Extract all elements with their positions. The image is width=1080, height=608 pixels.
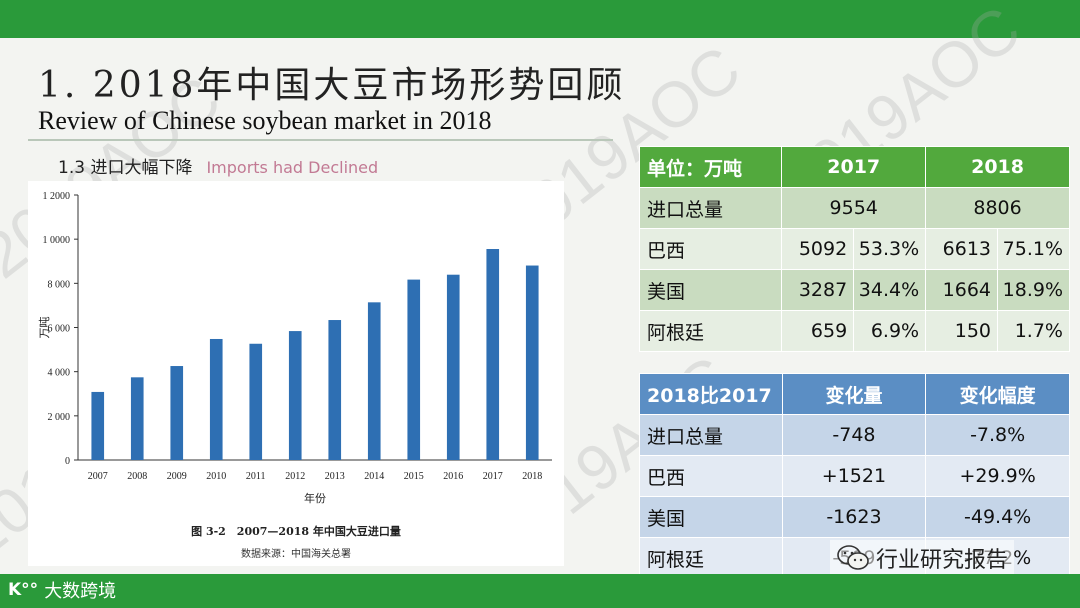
x-axis-label: 年份 — [304, 491, 326, 505]
title-divider — [28, 139, 613, 141]
x-tick-label: 2007 — [88, 471, 108, 482]
bar-2011 — [249, 343, 263, 460]
top-green-bar — [0, 0, 1080, 38]
table2-header-pct: 变化幅度 — [925, 373, 1070, 415]
cell-pct: -7.8% — [925, 414, 1070, 456]
bar-2017 — [486, 249, 500, 460]
bar-chart: 0 2 000 4 000 6 000 8 000 1 0000 1 2000 万吨 2007 2… — [38, 191, 552, 505]
wechat-account-name: 行业研究报告 — [876, 548, 1009, 573]
table1-header-2017: 2017 — [781, 146, 927, 188]
bar-2014 — [367, 302, 381, 460]
wechat-account-badge: 行业研究报告 — [830, 540, 1015, 576]
table-row: 进口总量 -748 -7.8% — [639, 414, 1070, 456]
wechat-icon — [837, 545, 869, 570]
brand-logo-icon: K°° — [8, 580, 39, 600]
x-tick-label: 2011 — [246, 471, 266, 482]
row-label: 阿根廷 — [638, 310, 783, 352]
bar-2013 — [328, 320, 342, 460]
cell-2018-share: 18.9% — [997, 269, 1070, 311]
bar-2008 — [130, 377, 144, 460]
cell-2018-share: 75.1% — [997, 228, 1070, 270]
x-tick-label: 2016 — [443, 471, 463, 482]
table2-header-change: 变化量 — [781, 373, 927, 415]
cell-pct: -49.4% — [925, 496, 1070, 538]
slide-title-en: Review of Chinese soybean market in 2018 — [38, 106, 492, 135]
brand-logo-text: 大数跨境 — [44, 581, 117, 602]
row-label: 美国 — [639, 496, 783, 538]
slide-title-cn: 1. 2018年中国大豆市场形势回顾 — [38, 65, 626, 106]
cell-2017: 3287 — [781, 269, 855, 311]
cell-2017: 659 — [781, 310, 855, 352]
bar-2009 — [170, 366, 184, 460]
brand-logo: K°° 大数跨境 — [8, 577, 116, 603]
y-axis-label: 万吨 — [38, 317, 51, 339]
cell-2017: 5092 — [781, 228, 855, 270]
import-volume-table: 单位：万吨 2017 2018 进口总量 9554 8806 巴西 5092 5… — [638, 146, 1070, 352]
chart-source: 数据来源：中国海关总署 — [241, 549, 351, 560]
table-row: 美国 3287 34.4% 1664 18.9% — [638, 269, 1070, 311]
table1-header-2018: 2018 — [925, 146, 1070, 188]
row-label: 美国 — [638, 269, 783, 311]
cell-2017-share: 53.3% — [853, 228, 927, 270]
x-tick-label: 2009 — [167, 471, 187, 482]
x-tick-label: 2015 — [404, 471, 424, 482]
chart-panel: 0 2 000 4 000 6 000 8 000 1 0000 1 2000 万吨 2007 2… — [28, 181, 564, 566]
table1-header-unit: 单位：万吨 — [638, 146, 783, 188]
x-tick-label: 2013 — [325, 471, 345, 482]
table-row: 进口总量 9554 8806 — [638, 187, 1070, 229]
bottom-green-bar: K°° 大数跨境 — [0, 574, 1080, 608]
row-label: 巴西 — [639, 455, 783, 497]
y-tick-label: 4 000 — [48, 368, 71, 379]
y-tick-label: 1 2000 — [43, 191, 71, 202]
row-label: 进口总量 — [638, 187, 783, 229]
y-tick-label: 6 000 — [48, 324, 71, 335]
x-tick-label: 2017 — [483, 471, 503, 482]
cell-change: +1521 — [781, 455, 927, 497]
bar-2015 — [407, 279, 421, 460]
y-tick-label: 8 000 — [48, 279, 71, 290]
cell-2017-share: 34.4% — [853, 269, 927, 311]
bar-2018 — [525, 265, 539, 460]
cell-pct: +29.9% — [925, 455, 1070, 497]
chart-subtitle-cn: 1.3 进口大幅下降 — [58, 158, 193, 178]
x-tick-label: 2012 — [285, 471, 305, 482]
y-tick-label: 1 0000 — [43, 235, 71, 246]
cell-2017-share: 6.9% — [853, 310, 927, 352]
cell-2017: 9554 — [781, 187, 927, 229]
bar-2012 — [288, 331, 302, 460]
table-row: 巴西 5092 53.3% 6613 75.1% — [638, 228, 1070, 270]
x-tick-label: 2014 — [364, 471, 384, 482]
y-tick-label: 0 — [65, 456, 70, 467]
bar-2016 — [446, 274, 460, 460]
row-label: 阿根廷 — [639, 537, 783, 579]
cell-2018: 8806 — [925, 187, 1070, 229]
chart-subtitle-en: Imports had Declined — [206, 158, 379, 177]
cell-2018: 1664 — [925, 269, 998, 311]
bar-2007 — [91, 391, 105, 460]
cell-change: -1623 — [781, 496, 927, 538]
row-label: 巴西 — [638, 228, 783, 270]
table-row: 巴西 +1521 +29.9% — [639, 455, 1070, 497]
x-tick-label: 2008 — [127, 471, 147, 482]
row-label: 进口总量 — [639, 414, 783, 456]
table-row: 美国 -1623 -49.4% — [639, 496, 1070, 538]
cell-2018: 150 — [925, 310, 998, 352]
table-row: 阿根廷 659 6.9% 150 1.7% — [638, 310, 1070, 352]
table2-header-compare: 2018比2017 — [639, 373, 783, 415]
chart-subtitle: 1.3 进口大幅下降 Imports had Declined — [58, 153, 378, 178]
cell-2018-share: 1.7% — [997, 310, 1070, 352]
bar-2010 — [209, 338, 223, 460]
x-tick-label: 2010 — [206, 471, 226, 482]
y-tick-label: 2 000 — [48, 412, 71, 423]
cell-2018: 6613 — [925, 228, 998, 270]
x-tick-label: 2018 — [522, 471, 542, 482]
chart-caption: 图 3-2 2007—2018 年中国大豆进口量 — [191, 525, 401, 538]
cell-change: -748 — [781, 414, 927, 456]
